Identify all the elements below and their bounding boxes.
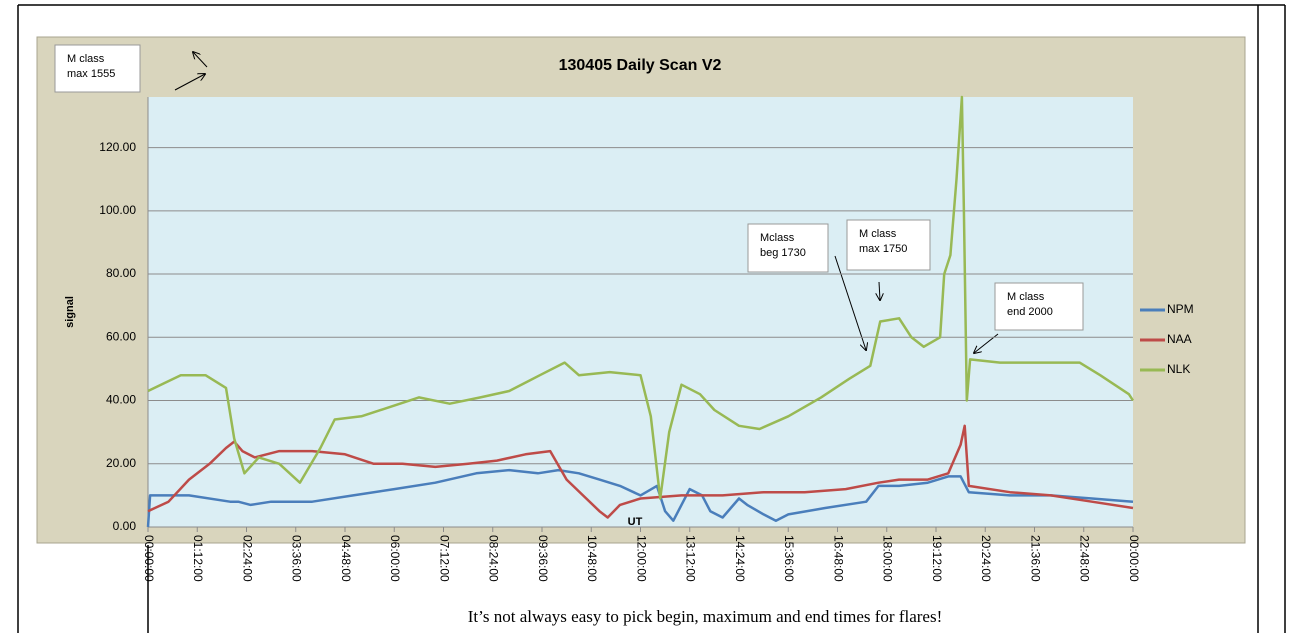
x-tick-label: 19:12:00: [930, 535, 944, 582]
annotation-text: M class: [67, 53, 105, 65]
y-tick-label: 60.00: [106, 329, 136, 343]
y-tick-label: 20.00: [106, 456, 136, 470]
x-tick-label: 00:00:00: [1127, 535, 1141, 582]
x-tick-label: 03:36:00: [290, 535, 304, 582]
annotation-box: [846, 219, 931, 271]
plot-area: [148, 97, 1133, 527]
x-axis-title: UT: [628, 516, 643, 528]
x-tick-label: 06:00:00: [388, 535, 402, 582]
x-tick-label: 13:12:00: [684, 535, 698, 582]
y-tick-label: 40.00: [106, 393, 136, 407]
x-tick-label: 15:36:00: [782, 535, 796, 582]
annotation-box: [54, 44, 141, 93]
x-tick-label: 07:12:00: [437, 535, 451, 582]
x-tick-label: 04:48:00: [339, 535, 353, 582]
annotation-text: max 1555: [67, 68, 115, 80]
annotation-text: end 2000: [1007, 306, 1053, 318]
x-tick-label: 18:00:00: [881, 535, 895, 582]
annotation-box: [994, 282, 1084, 331]
x-tick-label: 12:00:00: [634, 535, 648, 582]
chart-title: 130405 Daily Scan V2: [559, 57, 722, 74]
legend-label: NPM: [1167, 302, 1194, 316]
series-line: [146, 468, 1134, 528]
x-tick-label: 01:12:00: [191, 535, 205, 582]
y-axis-title: signal: [64, 296, 76, 328]
y-tick-label: 100.00: [99, 203, 136, 217]
x-tick-label: 16:48:00: [831, 535, 845, 582]
x-tick-label: 02:24:00: [240, 535, 254, 582]
series-line: [147, 95, 1135, 500]
series-line: [147, 424, 1134, 519]
x-tick-label: 22:48:00: [1078, 535, 1092, 582]
document-frame: [17, 4, 1286, 633]
x-tick-label: 09:36:00: [536, 535, 550, 582]
x-tick-label: 10:48:00: [585, 535, 599, 582]
annotation-box: [747, 223, 829, 273]
annotation-text: beg 1730: [760, 247, 806, 259]
annotation-text: Mclass: [760, 232, 795, 244]
legend-label: NAA: [1167, 332, 1192, 346]
x-tick-label: 08:24:00: [487, 535, 501, 582]
x-tick-label: 14:24:00: [733, 535, 747, 582]
x-tick-label: 21:36:00: [1028, 535, 1042, 582]
y-tick-label: 0.00: [113, 519, 137, 533]
annotation-text: M class: [1007, 291, 1045, 303]
x-tick-label: 00:00:00: [142, 535, 156, 582]
y-tick-label: 120.00: [99, 140, 136, 154]
legend-label: NLK: [1167, 362, 1190, 376]
caption: It’s not always easy to pick begin, maxi…: [468, 607, 942, 626]
annotation-text: M class: [859, 228, 897, 240]
x-tick-label: 20:24:00: [979, 535, 993, 582]
y-tick-label: 80.00: [106, 266, 136, 280]
annotation-text: max 1750: [859, 243, 907, 255]
